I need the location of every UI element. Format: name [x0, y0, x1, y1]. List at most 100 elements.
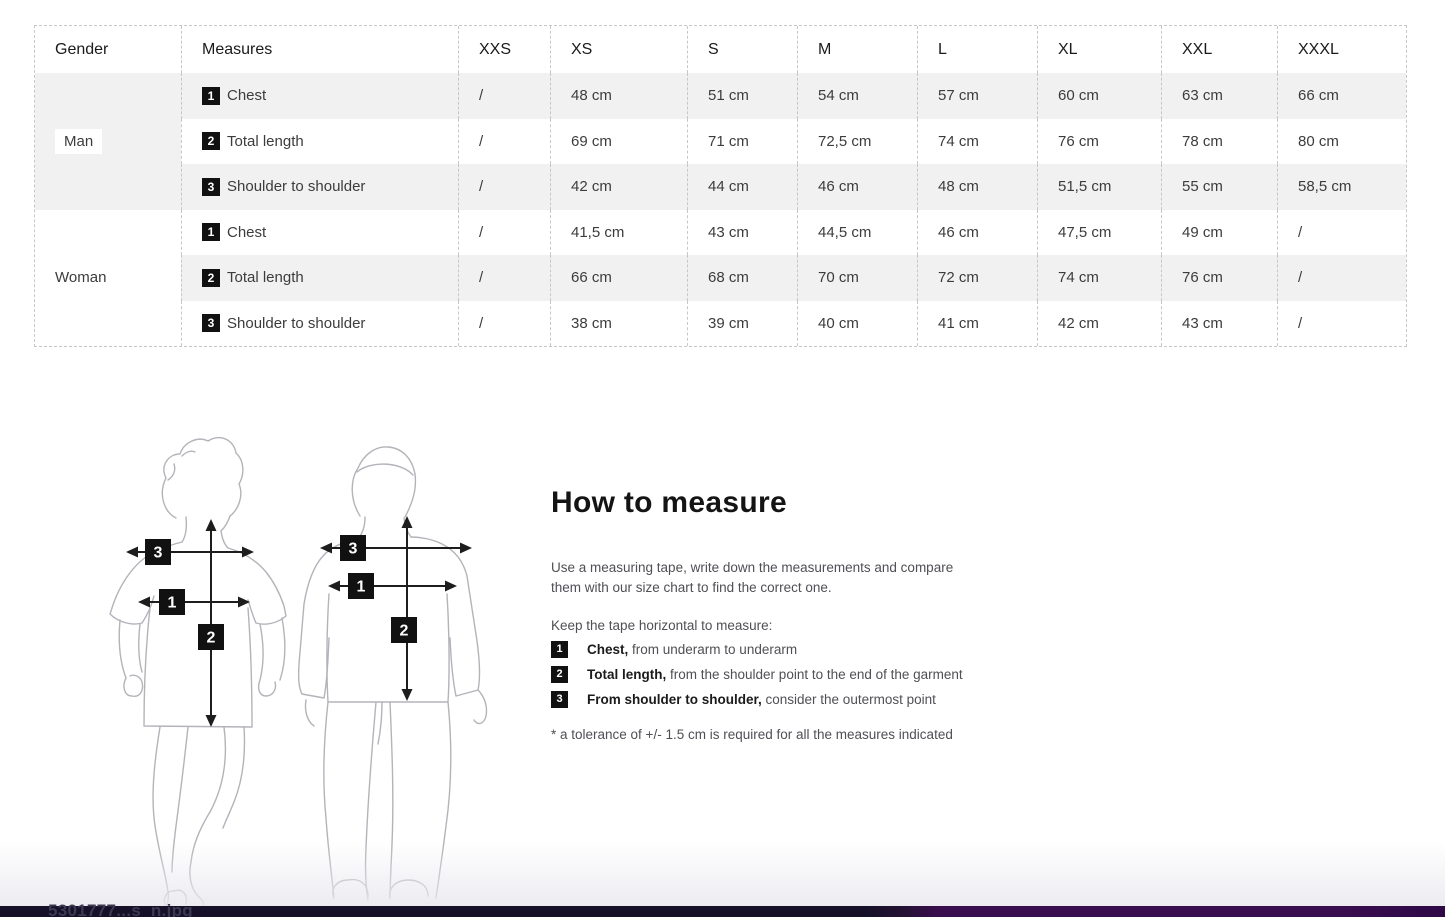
- tolerance-footnote: * a tolerance of +/- 1.5 cm is required …: [551, 727, 953, 743]
- table-value: 58,5 cm: [1277, 164, 1406, 210]
- table-value: /: [1277, 300, 1406, 346]
- step-badge-2: 2: [551, 666, 568, 684]
- table-value: 60 cm: [1037, 73, 1161, 119]
- col-header-xs: XS: [550, 26, 687, 73]
- figure-badge-3: 3: [349, 541, 358, 558]
- table-value: 74 cm: [1037, 255, 1161, 301]
- how-to-measure-section: How to measure Use a measuring tape, wri…: [551, 486, 1031, 742]
- table-value: 78 cm: [1161, 118, 1277, 164]
- step-bold: Total length,: [587, 667, 667, 683]
- table-value: 51 cm: [687, 73, 797, 119]
- table-value: 47,5 cm: [1037, 209, 1161, 255]
- figure-arrows-left: 3 1 2: [126, 519, 254, 727]
- table-value: 54 cm: [797, 73, 917, 119]
- step-rest: consider the outermost point: [761, 692, 936, 708]
- measure-text: Chest: [227, 87, 267, 105]
- measure-step-chest: 1 Chest, from underarm to underarm: [551, 641, 1031, 659]
- table-value: /: [458, 73, 550, 119]
- table-value: 51,5 cm: [1037, 164, 1161, 210]
- figure-badge-2: 2: [400, 623, 409, 640]
- table-value: 69 cm: [550, 118, 687, 164]
- measure-label-woman-total-length: 2 Total length: [181, 255, 458, 301]
- figure-sweatshirt-man: [297, 446, 488, 901]
- col-header-s: S: [687, 26, 797, 73]
- measure-text: Shoulder to shoulder: [227, 178, 366, 196]
- table-value: 41,5 cm: [550, 209, 687, 255]
- table-value: 70 cm: [797, 255, 917, 301]
- table-value: 41 cm: [917, 300, 1037, 346]
- measure-label-man-chest: 1 Chest: [181, 73, 458, 119]
- col-header-measures: Measures: [181, 26, 458, 73]
- bottom-progress-bar: [0, 906, 1445, 917]
- bottom-fade-gradient: [0, 842, 1445, 906]
- measure-badge-1: 1: [202, 223, 220, 242]
- measure-intro-text: Use a measuring tape, write down the mea…: [551, 560, 954, 595]
- table-value: 43 cm: [687, 209, 797, 255]
- step-bold: Chest,: [587, 642, 629, 658]
- table-value: 48 cm: [917, 164, 1037, 210]
- step-text: Chest, from underarm to underarm: [587, 641, 797, 658]
- step-bold: From shoulder to shoulder,: [587, 692, 762, 708]
- measure-badge-2: 2: [202, 132, 220, 151]
- table-value: 55 cm: [1161, 164, 1277, 210]
- table-value: /: [458, 255, 550, 301]
- table-value: 71 cm: [687, 118, 797, 164]
- table-value: /: [458, 209, 550, 255]
- gender-label-man: Man: [55, 128, 103, 154]
- measure-step-shoulder: 3 From shoulder to shoulder, consider th…: [551, 691, 1031, 709]
- table-value: /: [1277, 209, 1406, 255]
- measure-label-man-total-length: 2 Total length: [181, 118, 458, 164]
- measure-badge-3: 3: [202, 314, 220, 333]
- download-filename[interactable]: 5301777...s_n.jpg: [48, 901, 193, 917]
- col-header-l: L: [917, 26, 1037, 73]
- step-text: Total length, from the shoulder point to…: [587, 666, 963, 683]
- table-value: /: [458, 300, 550, 346]
- figure-badge-3: 3: [154, 545, 163, 562]
- measure-badge-3: 3: [202, 177, 220, 196]
- measure-text: Total length: [227, 132, 304, 150]
- step-rest: from the shoulder point to the end of th…: [666, 667, 963, 683]
- table-value: 44,5 cm: [797, 209, 917, 255]
- table-value: 72,5 cm: [797, 118, 917, 164]
- how-to-measure-title: How to measure: [551, 486, 787, 519]
- table-value: 46 cm: [797, 164, 917, 210]
- measure-label-woman-shoulder: 3 Shoulder to shoulder: [181, 300, 458, 346]
- step-rest: from underarm to underarm: [628, 642, 798, 658]
- gender-label-woman: Woman: [55, 269, 107, 287]
- measure-label-woman-chest: 1 Chest: [181, 209, 458, 255]
- table-value: 72 cm: [917, 255, 1037, 301]
- col-header-m: M: [797, 26, 917, 73]
- measure-keep-text: Keep the tape horizontal to measure:: [551, 618, 773, 634]
- size-chart-table: Gender Measures XXS XS S M L XL XXL XXXL…: [34, 25, 1407, 347]
- figure-badge-2: 2: [207, 630, 216, 647]
- measure-step-total-length: 2 Total length, from the shoulder point …: [551, 666, 1031, 684]
- table-value: 76 cm: [1161, 255, 1277, 301]
- col-header-xxs: XXS: [458, 26, 550, 73]
- measurement-figures-illustration: 3 1 2 3 1 2: [109, 436, 488, 910]
- figure-badge-1: 1: [357, 579, 366, 596]
- figure-tshirt-person: [109, 436, 287, 910]
- table-value: 68 cm: [687, 255, 797, 301]
- measure-badge-1: 1: [202, 86, 220, 105]
- table-value: 48 cm: [550, 73, 687, 119]
- table-value: 66 cm: [1277, 73, 1406, 119]
- col-header-xxl: XXL: [1161, 26, 1277, 73]
- table-value: 80 cm: [1277, 118, 1406, 164]
- col-header-xl: XL: [1037, 26, 1161, 73]
- gender-cell-man: Man: [35, 73, 181, 210]
- table-value: 63 cm: [1161, 73, 1277, 119]
- step-badge-3: 3: [551, 691, 568, 709]
- measure-text: Chest: [227, 223, 267, 241]
- table-value: 46 cm: [917, 209, 1037, 255]
- table-value: 74 cm: [917, 118, 1037, 164]
- table-value: 42 cm: [1037, 300, 1161, 346]
- table-value: 57 cm: [917, 73, 1037, 119]
- measure-text: Total length: [227, 269, 304, 287]
- gender-cell-woman: Woman: [35, 209, 181, 346]
- table-value: 40 cm: [797, 300, 917, 346]
- col-header-xxxl: XXXL: [1277, 26, 1406, 73]
- step-badge-1: 1: [551, 641, 568, 659]
- table-value: 39 cm: [687, 300, 797, 346]
- table-value: 66 cm: [550, 255, 687, 301]
- col-header-gender: Gender: [55, 40, 109, 58]
